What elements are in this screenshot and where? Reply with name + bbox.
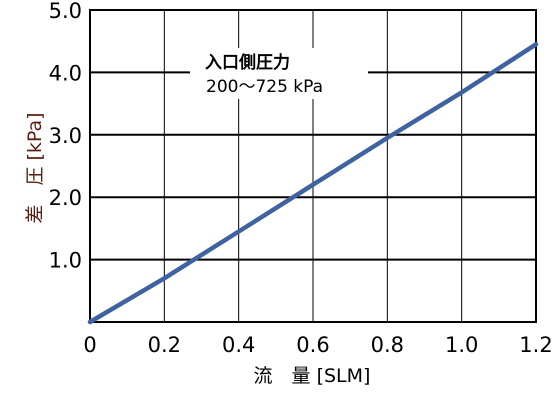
x-tick-label: 0.8 (371, 333, 404, 357)
x-axis-label: 流 量 [SLM] (254, 365, 371, 387)
x-tick-label: 1.2 (519, 333, 552, 357)
y-tick-label: 1.0 (49, 249, 82, 273)
x-tick-label: 0.4 (222, 333, 255, 357)
y-axis-label: 差 圧 [kPa] (24, 112, 46, 223)
x-tick-label: 0 (83, 333, 96, 357)
x-tick-label: 0.2 (148, 333, 181, 357)
annotation-range: 200～725 kPa (206, 77, 323, 97)
annotation-title: 入口側圧力 (205, 52, 290, 73)
y-tick-label: 4.0 (49, 61, 82, 85)
x-tick-label: 1.0 (445, 333, 478, 357)
plot-frame (89, 9, 537, 323)
y-tick-label: 2.0 (49, 186, 82, 210)
series-group (87, 42, 539, 325)
y-tick-labels: 1.0 2.0 3.0 4.0 5.0 (49, 0, 82, 273)
y-tick-label: 5.0 (49, 0, 82, 23)
x-tick-label: 0.6 (296, 333, 329, 357)
y-tick-label: 3.0 (49, 124, 82, 148)
x-tick-labels: 0 0.2 0.4 0.6 0.8 1.0 1.2 (83, 333, 552, 357)
annotation-background (190, 48, 368, 99)
